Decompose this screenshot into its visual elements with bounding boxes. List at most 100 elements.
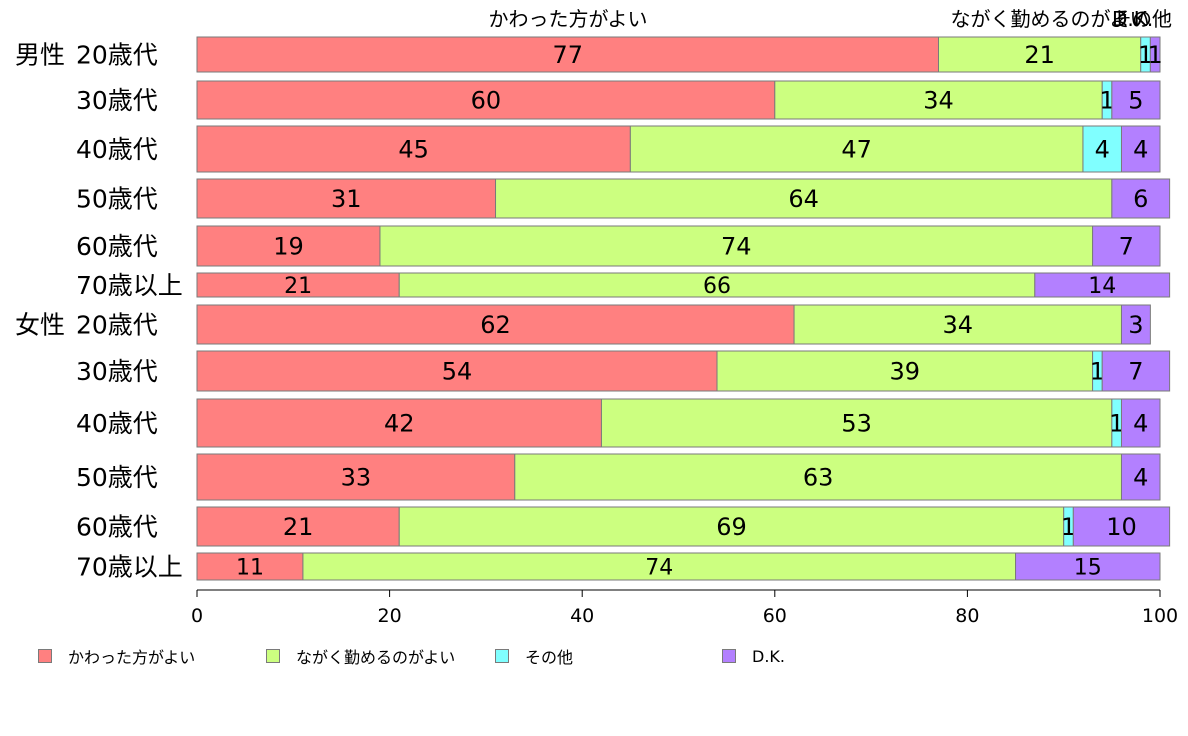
data-label: 6 <box>1133 185 1148 213</box>
bar-segment <box>1111 80 1161 120</box>
data-label: 53 <box>841 410 872 438</box>
category-label: 30歳代 <box>76 357 158 386</box>
bar-segment <box>398 506 1065 547</box>
legend-label: D.K. <box>752 646 785 666</box>
legend-swatch <box>495 649 509 663</box>
bar-segment <box>1111 178 1171 219</box>
category-label: 50歳代 <box>76 463 158 492</box>
bar-segment <box>196 125 631 173</box>
bar-segment <box>196 225 381 267</box>
category-label: 60歳代 <box>76 232 158 261</box>
data-label: 1 <box>1090 358 1105 386</box>
data-label: 1 <box>1138 41 1153 69</box>
legend: かわった方がよい ながく勤めるのがよい その他 D.K. <box>0 640 1188 670</box>
data-label: 7 <box>1128 358 1143 386</box>
top-label-1: かわった方がよい <box>489 7 648 31</box>
data-label: 62 <box>480 311 511 339</box>
category-label: 30歳代 <box>76 86 158 115</box>
category-label: 60歳代 <box>76 513 158 542</box>
data-label: 11 <box>236 555 264 580</box>
data-label: 45 <box>398 136 429 164</box>
data-label: 74 <box>645 555 673 580</box>
x-tick-label: 20 <box>378 605 402 627</box>
x-tick-label: 100 <box>1142 605 1178 627</box>
bar-segment <box>716 350 1094 392</box>
data-label: 39 <box>890 358 921 386</box>
data-label: 77 <box>552 41 583 69</box>
bar-segment <box>196 272 400 298</box>
data-label: 4 <box>1133 136 1148 164</box>
data-label: 69 <box>716 513 747 541</box>
data-label: 21 <box>1024 41 1055 69</box>
category-label: 50歳代 <box>76 185 158 214</box>
data-label: 7 <box>1119 233 1134 261</box>
legend-label: ながく勤めるのがよい <box>296 648 456 667</box>
bar-segment <box>629 125 1084 173</box>
category-label: 70歳以上 <box>76 553 183 582</box>
bar-segment <box>196 36 940 73</box>
legend-label: その他 <box>525 648 574 667</box>
x-tick-label: 80 <box>955 605 979 627</box>
legend-label: かわった方がよい <box>68 648 196 667</box>
bar-segment <box>379 225 1094 267</box>
x-axis: 0 20 40 60 80 100 <box>191 589 1178 627</box>
data-label: 10 <box>1106 513 1137 541</box>
bar-segment <box>302 552 1017 581</box>
bar-segment <box>1120 398 1161 448</box>
data-label: 3 <box>1128 311 1143 339</box>
top-label-2: ながく勤めるのがよい <box>951 7 1150 31</box>
bar-segment <box>1120 304 1151 345</box>
data-label: 34 <box>942 311 973 339</box>
data-label: 31 <box>331 185 362 213</box>
data-label: 1 <box>1148 41 1163 69</box>
bar-segment <box>1082 125 1122 173</box>
legend-swatch <box>722 649 736 663</box>
data-label: 1 <box>1061 513 1076 541</box>
bar-segment <box>774 80 1103 120</box>
data-label: 4 <box>1133 410 1148 438</box>
top-label-3: その他 <box>1112 7 1172 31</box>
x-tick-label: 0 <box>191 605 203 627</box>
data-label: 14 <box>1088 274 1116 299</box>
legend-item: かわった方がよい <box>38 646 196 667</box>
data-label: 5 <box>1128 87 1143 115</box>
top-label-4: D.K. <box>1112 7 1153 31</box>
data-label: 74 <box>721 233 752 261</box>
category-label: 40歳代 <box>76 409 158 438</box>
data-label: 34 <box>923 87 954 115</box>
category-label: 20歳代 <box>76 41 158 70</box>
bar-segment <box>1149 36 1161 73</box>
bar-segment <box>196 304 795 345</box>
data-label: 63 <box>803 464 834 492</box>
legend-swatch <box>38 649 52 663</box>
legend-item: その他 <box>495 646 574 667</box>
legend-item: D.K. <box>722 646 785 666</box>
legend-swatch <box>266 649 280 663</box>
bar-segment <box>600 398 1113 448</box>
bar-segment <box>514 453 1122 501</box>
group-label: 男性 <box>15 41 65 70</box>
bar-segment <box>1120 125 1161 173</box>
bar-segment <box>196 178 497 219</box>
data-label: 1 <box>1099 87 1114 115</box>
category-label: 40歳代 <box>76 135 158 164</box>
data-label: 15 <box>1074 555 1102 580</box>
bar-segment <box>398 272 1036 298</box>
category-label: 20歳代 <box>76 311 158 340</box>
category-label: 70歳以上 <box>76 271 183 300</box>
data-label: 1 <box>1109 410 1124 438</box>
bar-segment <box>196 398 602 448</box>
bar-segment <box>1101 350 1171 392</box>
data-label: 4 <box>1095 136 1110 164</box>
bar-segment <box>196 453 516 501</box>
data-label: 64 <box>788 185 819 213</box>
data-label: 60 <box>471 87 502 115</box>
bar-segment <box>196 506 400 547</box>
data-label: 4 <box>1133 464 1148 492</box>
bar-segment <box>1072 506 1171 547</box>
x-tick-label: 40 <box>570 605 594 627</box>
group-label: 女性 <box>15 311 65 340</box>
